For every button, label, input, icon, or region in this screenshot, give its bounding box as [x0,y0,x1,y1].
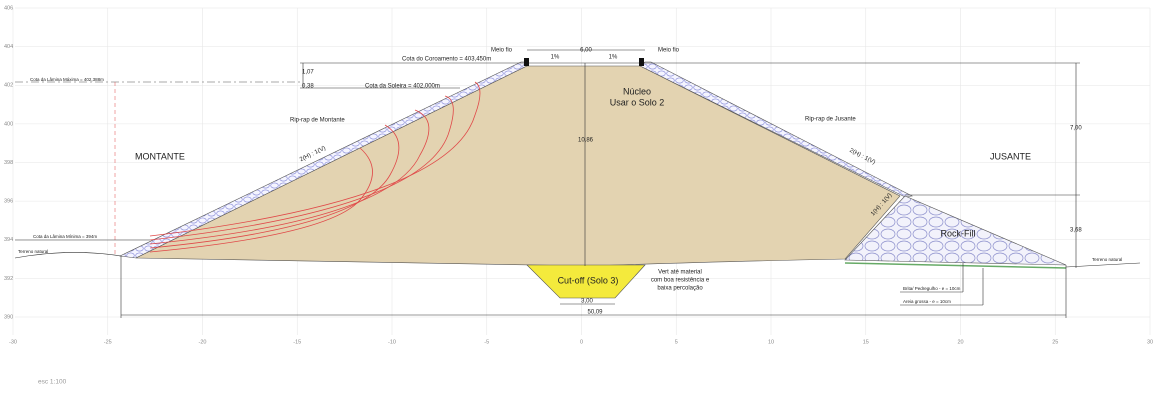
label: Meio fio [491,48,513,54]
label: 1,07 [302,70,314,76]
curb [639,58,644,66]
label: Rip-rap de Jusante [805,117,856,123]
label: Terreno natural [18,249,48,254]
label: Brita/ Pedregulho - e = 10cm [903,286,961,291]
label: Rip-rap de Montante [290,118,345,124]
x-axis-label: 5 [675,339,678,345]
elevation-label: 398 [4,160,13,166]
label: Usar o Solo 2 [610,97,665,107]
x-axis-label: -5 [484,339,489,345]
core [136,66,900,266]
label: 2(H) : 1(V) [848,148,876,166]
elevation-label: 404 [4,44,13,50]
curb [524,58,529,66]
scale: esc 1:100 [38,379,67,386]
label: Meio fio [658,48,680,54]
label: Areia grossa - e = 10cm [903,299,951,304]
label: Cut-off (Solo 3) [558,275,619,285]
label: com boa resistência e [651,278,710,284]
label: Vert até material [658,270,702,276]
label: 1% [609,55,618,61]
label: Rock-Fill [941,228,976,238]
x-axis-label: -20 [199,339,207,345]
elevation-label: 400 [4,121,13,127]
x-axis-label: 10 [768,339,774,345]
dam-section: Meio fio Meio fio 6,00 1% 1% Cota do Cor… [0,0,1157,396]
x-axis-label: -30 [9,339,17,345]
label: 10,86 [578,138,594,144]
label: Cota da Lâmina Mínima = 394m [33,234,97,239]
elevation-label: 406 [4,5,13,11]
label: Cota do Coroamento = 403,450m [402,57,491,63]
label: Cota da Lâmina Máxima = 402,388m [30,77,104,82]
label: 50,09 [587,310,603,316]
elevation-label: 396 [4,199,13,205]
label: 3,68 [1070,228,1082,234]
elevation-label: 394 [4,237,13,243]
label: 0,38 [302,84,314,90]
x-axis-label: 20 [957,339,963,345]
label: Terreno natural [1092,257,1122,262]
label: MONTANTE [135,151,185,161]
label: 6,00 [580,48,592,54]
x-axis-label: 0 [580,339,583,345]
x-axis-label: -10 [388,339,396,345]
x-axis-label: 25 [1052,339,1058,345]
label: 7,00 [1070,126,1082,132]
elevation-label: 402 [4,83,13,89]
x-axis-label: -25 [104,339,112,345]
x-axis-label: -15 [293,339,301,345]
ground-line [1066,263,1140,267]
label: JUSANTE [990,151,1031,161]
label: baixa percolação [657,286,703,292]
elevation-label: 392 [4,276,13,282]
label: Cota da Soleira = 402,000m [365,84,440,90]
x-axis-label: 30 [1147,339,1153,345]
label: 3,00 [581,299,593,305]
label: Núcleo [623,86,651,96]
x-axis-label: 15 [863,339,869,345]
label: 1% [551,55,560,61]
elevation-label: 390 [4,314,13,320]
